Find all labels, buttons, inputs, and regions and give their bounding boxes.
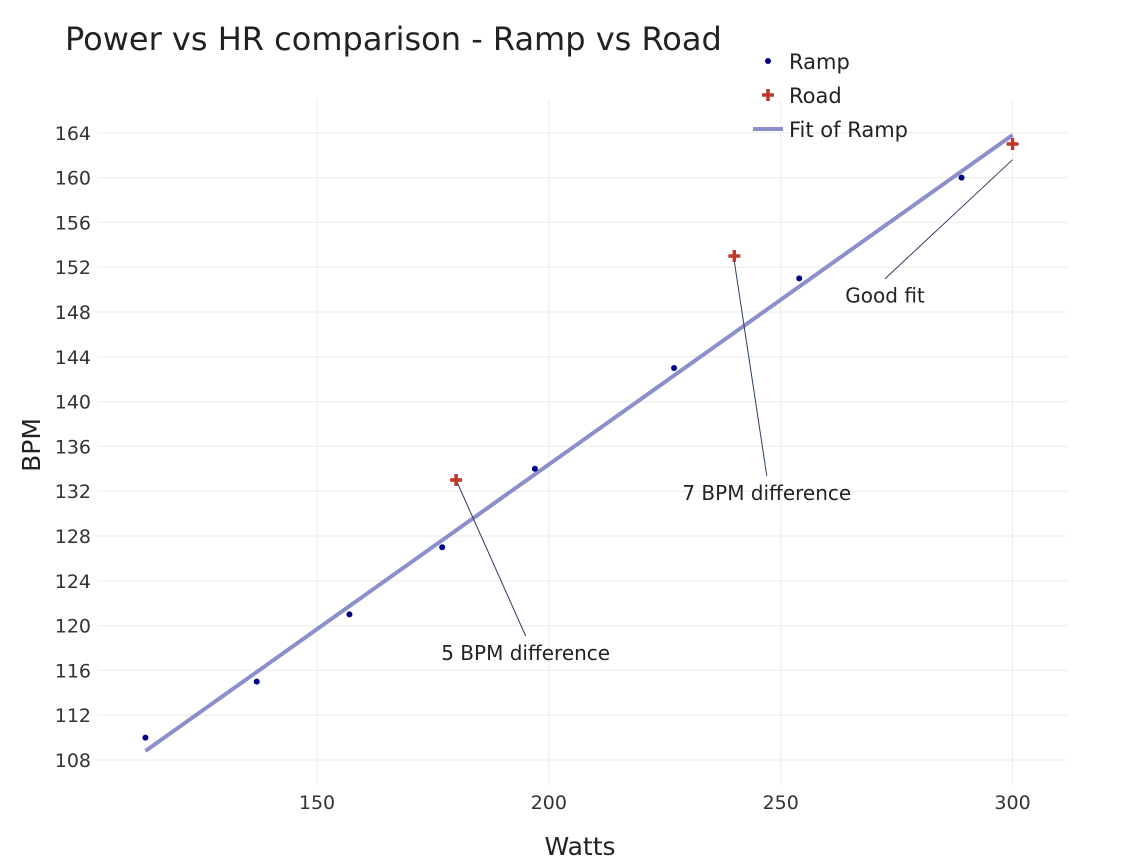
y-tick-label-124: 124 xyxy=(55,571,91,593)
fit-of-ramp-line xyxy=(144,133,1014,753)
y-tick-label-116: 116 xyxy=(55,660,91,682)
road-point-1 xyxy=(450,474,463,486)
annotations: 5 BPM difference 7 BPM difference Good fit xyxy=(441,159,1013,665)
y-tick-label-152: 152 xyxy=(55,257,91,279)
y-tick-label-140: 140 xyxy=(55,392,91,414)
legend-ramp-label: Ramp xyxy=(789,50,850,74)
y-tick-label-144: 144 xyxy=(55,347,91,369)
x-axis-title: Watts xyxy=(544,832,615,861)
x-tick-label-200: 200 xyxy=(531,792,567,814)
x-tick-label-250: 250 xyxy=(763,792,799,814)
x-tick-label-300: 300 xyxy=(994,792,1030,814)
y-tick-label-128: 128 xyxy=(55,526,91,548)
y-tick-label-164: 164 xyxy=(55,123,91,145)
annotation-label-3: Good fit xyxy=(845,284,925,308)
legend: Ramp Road Fit of Ramp xyxy=(753,50,908,142)
y-tick-label-120: 120 xyxy=(55,616,91,638)
chart-title: Power vs HR comparison - Ramp vs Road xyxy=(65,20,722,58)
legend-ramp-marker xyxy=(765,58,771,64)
ramp-point-7 xyxy=(796,275,803,282)
y-tick-label-156: 156 xyxy=(55,212,91,234)
ramp-point-8 xyxy=(958,174,965,181)
legend-fit-label: Fit of Ramp xyxy=(789,118,908,142)
y-axis-title: BPM xyxy=(17,418,46,472)
road-point-2 xyxy=(728,250,741,262)
fit-line-group xyxy=(144,133,1014,753)
ramp-point-4 xyxy=(439,544,446,551)
y-tick-label-136: 136 xyxy=(55,436,91,458)
ramp-point-3 xyxy=(346,611,353,618)
ramp-point-1 xyxy=(142,734,149,741)
y-tick-label-132: 132 xyxy=(55,481,91,503)
annotation-label-2: 7 BPM difference xyxy=(682,481,851,505)
grid xyxy=(98,100,1068,785)
y-tick-label-108: 108 xyxy=(55,750,91,772)
road-point-3 xyxy=(1006,138,1019,150)
annotation-arrow-3 xyxy=(884,159,1013,280)
points xyxy=(142,138,1019,741)
ramp-point-6 xyxy=(671,365,678,371)
annotation-arrow-1 xyxy=(455,479,527,637)
ramp-point-2 xyxy=(253,678,260,685)
y-tick-label-148: 148 xyxy=(55,302,91,324)
x-tick-label-150: 150 xyxy=(299,792,335,814)
y-tick-label-160: 160 xyxy=(55,168,91,190)
y-tick-label-112: 112 xyxy=(55,705,91,727)
legend-road-label: Road xyxy=(789,84,842,108)
annotation-label-1: 5 BPM difference xyxy=(441,641,610,665)
legend-road-marker xyxy=(762,89,774,101)
tick-labels: 150 200 250 300 108 112 116 120 124 128 132 136 140 1… xyxy=(55,123,1031,814)
annotation-arrow-2 xyxy=(733,261,768,476)
ramp-point-5 xyxy=(531,465,538,472)
